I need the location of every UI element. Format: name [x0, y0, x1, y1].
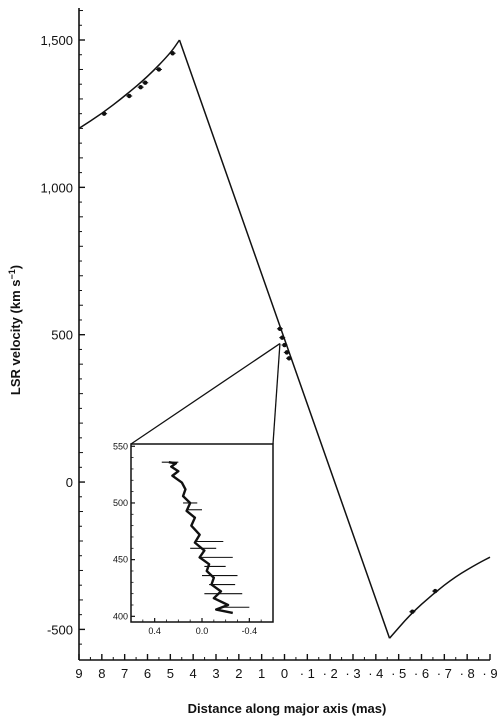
- x-tick-label: · 1: [300, 666, 315, 681]
- inset-frame: [130, 443, 274, 623]
- y-axis-title-exponent: −1: [7, 269, 17, 279]
- y-tick-label: -500: [47, 622, 73, 637]
- x-tick-label: 0: [281, 666, 288, 681]
- y-tick-label: 1,000: [40, 180, 73, 195]
- x-tick-label: · 2: [323, 666, 338, 681]
- y-axis-ticks: 1,500 1,000 500 0 -500: [40, 10, 85, 645]
- x-tick-label: 2: [235, 666, 242, 681]
- model-line-line: [178, 39, 391, 639]
- x-tick-label: 6: [144, 666, 151, 681]
- x-tick-label: 3: [212, 666, 219, 681]
- series-lines: [78, 39, 491, 639]
- inset-x-tick-label: -0.4: [242, 626, 258, 636]
- connector-line-left: [130, 343, 281, 445]
- x-tick-label: · 4: [368, 666, 383, 681]
- x-tick-label: 9: [75, 666, 82, 681]
- x-tick-label: · 5: [391, 666, 406, 681]
- y-tick-label: 1,500: [40, 33, 73, 48]
- inset-velocity-trace: [168, 460, 234, 615]
- y-axis-title-close: ): [8, 265, 23, 269]
- connector-line-right: [272, 343, 281, 445]
- inset-x-tick-label: 0.0: [196, 626, 209, 636]
- x-tick-label: 7: [121, 666, 128, 681]
- x-tick-label: · 9: [482, 666, 497, 681]
- inset-x-tick-label: 0.4: [148, 626, 161, 636]
- redshifted-keplerian-curve-line: [78, 39, 181, 130]
- inset-y-tick-label: 550: [113, 441, 128, 451]
- x-tick-label: 5: [167, 666, 174, 681]
- y-axis-title-main: LSR velocity (km s: [8, 280, 23, 396]
- blueshifted-keplerian-curve-line: [388, 556, 491, 639]
- x-tick-label: · 3: [345, 666, 360, 681]
- x-tick-label: 4: [190, 666, 197, 681]
- inset-connector-lines: [130, 343, 281, 445]
- x-tick-label: 8: [98, 666, 105, 681]
- inset-y-tick-label: 450: [113, 555, 128, 565]
- x-tick-label: · 8: [460, 666, 475, 681]
- y-axis-title: LSR velocity (km s−1): [7, 265, 23, 395]
- data-points: [101, 51, 439, 614]
- inset-plot: 550 500 450 400 0.4 0.0 -0.4: [113, 441, 274, 636]
- y-tick-label: 0: [66, 475, 73, 490]
- x-axis-title: Distance along major axis (mas): [188, 701, 387, 716]
- inset-y-tick-label: 400: [113, 611, 128, 621]
- x-tick-label: · 6: [414, 666, 429, 681]
- y-tick-label: 500: [51, 328, 73, 343]
- x-axis-ticks: 9 8 7 6 5 4 3 2 1 0 · 1 · 2 · 3 · 4 · 5 · 6 · 7 · 8 · 9: [75, 654, 498, 681]
- x-tick-label: 1: [258, 666, 265, 681]
- inset-y-tick-label: 500: [113, 498, 128, 508]
- x-tick-label: · 7: [437, 666, 452, 681]
